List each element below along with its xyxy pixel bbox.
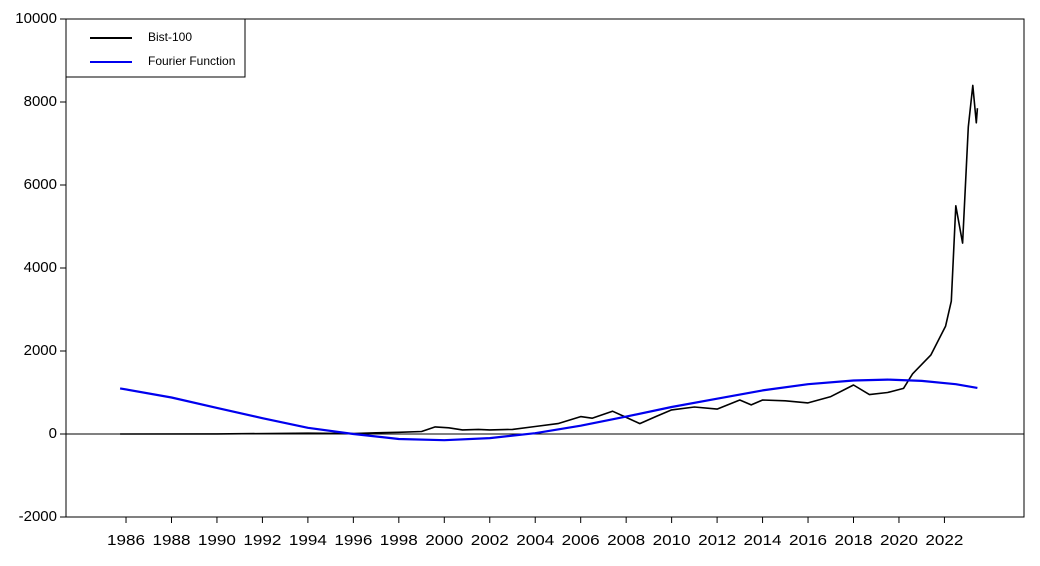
x-tick-label: 1986 xyxy=(107,532,145,549)
x-tick-label: 2018 xyxy=(834,532,872,549)
x-tick-label: 2004 xyxy=(516,532,554,549)
legend-box xyxy=(65,18,246,78)
x-tick-label: 1988 xyxy=(152,532,190,549)
legend-label: Bist-100 xyxy=(148,30,192,44)
y-tick-label: 2000 xyxy=(24,342,57,359)
x-tick-label: 1990 xyxy=(198,532,236,549)
x-tick-label: 2008 xyxy=(607,532,645,549)
x-tick-label: 1998 xyxy=(380,532,418,549)
x-tick-label: 2006 xyxy=(562,532,600,549)
x-tick-label: 1992 xyxy=(243,532,281,549)
y-tick-label: 10000 xyxy=(15,10,57,27)
y-tick-label: 6000 xyxy=(24,176,57,193)
x-tick-label: 2020 xyxy=(880,532,918,549)
series-line xyxy=(119,378,978,442)
x-tick-label: 2016 xyxy=(789,532,827,549)
x-tick-label: 2002 xyxy=(471,532,509,549)
x-tick-label: 2012 xyxy=(698,532,736,549)
y-tick-label: 4000 xyxy=(24,259,57,276)
y-tick-label: 8000 xyxy=(24,93,57,110)
x-tick-label: 2014 xyxy=(744,532,782,549)
plot-frame xyxy=(65,18,1025,518)
x-tick-label: 2022 xyxy=(925,532,963,549)
x-tick-label: 1994 xyxy=(289,532,327,549)
x-tick-label: 2010 xyxy=(653,532,691,549)
x-tick-label: 1996 xyxy=(334,532,372,549)
y-tick-label: 0 xyxy=(49,425,57,442)
x-tick-label: 2000 xyxy=(425,532,463,549)
series-line xyxy=(120,84,979,435)
y-tick-label: -2000 xyxy=(19,508,57,525)
legend-label: Fourier Function xyxy=(148,54,235,68)
